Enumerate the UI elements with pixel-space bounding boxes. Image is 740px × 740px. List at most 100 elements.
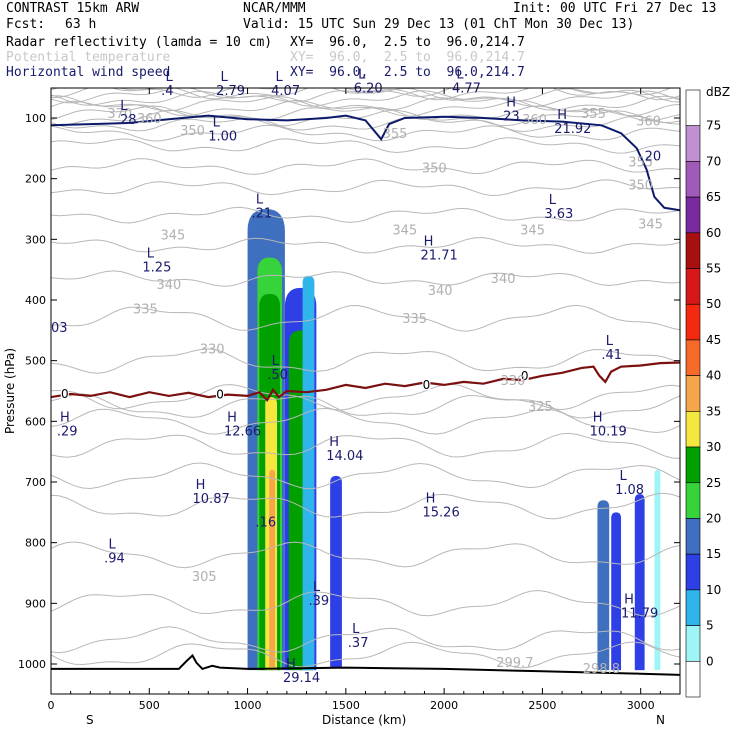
wind-extremum-value-18: 12.66 [224, 424, 261, 439]
isentrope-label-18: 335 [133, 302, 158, 317]
wind-extremum-value-12: 21.71 [421, 248, 458, 263]
colorbar-label-15: 0 [706, 654, 714, 668]
y-tick-label-2: 300 [25, 233, 46, 246]
isentrope-line-9 [51, 383, 680, 411]
freezing-level-layer: 0 0 0 0 [51, 361, 680, 402]
colorbar-swatch-11 [685, 518, 701, 555]
terrain-layer [51, 653, 680, 676]
wind-extremum-letter-5: L [120, 99, 128, 114]
wind-extremum-letter-10: L [256, 192, 264, 207]
init-time: Init: 00 UTC Fri 27 Dec 13 [513, 1, 717, 16]
wind-extremum-letter-3: L [358, 68, 366, 83]
isentrope-line-6 [51, 432, 680, 459]
wind-extremum-letter-11: L [549, 193, 557, 208]
colorbar-swatch-2 [685, 196, 701, 234]
isentrope-label-17: 335 [402, 312, 427, 327]
isentrope-label-23: 299.7 [496, 656, 533, 671]
wind-extremum-value-28: .37 [348, 636, 369, 651]
reflectivity-cell-4 [269, 469, 276, 668]
isentrope-line-8 [51, 393, 680, 419]
terrain-line [51, 653, 680, 676]
reflectivity-cell-11 [634, 494, 645, 671]
wind-extremum-letter-17: H [60, 410, 70, 425]
colorbar-label-2: 65 [706, 190, 721, 204]
wind-extremum-value-29: 29.14 [283, 671, 320, 686]
x-tick-label-6: 3000 [627, 699, 655, 712]
isentrope-label-12: 345 [638, 217, 663, 232]
wind-contour-layer [51, 114, 680, 212]
fcst-label: Fcst: [6, 17, 46, 32]
wind-extremum-letter-2: L [276, 70, 284, 85]
wind-extremum-value-27: 11.79 [621, 606, 658, 621]
colorbar-swatch-1 [685, 161, 701, 198]
colorbar-swatch-5 [685, 303, 701, 341]
colorbar-swatch-7 [685, 375, 701, 412]
center-label: NCAR/MMM [243, 1, 306, 16]
isentrope-line-3 [51, 541, 680, 569]
wind-extremum-value-22: 10.87 [193, 492, 230, 507]
isentrope-label-1: 360 [137, 112, 162, 127]
reflectivity-cell-8 [330, 475, 342, 668]
wind-extremum-value-1: 2.79 [216, 84, 245, 99]
field-coords-wind: XY= 96.0, 2.5 to 96.0,214.7 [290, 65, 525, 80]
wind-extremum-value-2: 4.07 [271, 84, 300, 99]
wind-extremum-value-15: .41 [601, 348, 622, 363]
isentrope-line-1 [51, 626, 680, 654]
colorbar-swatch-13 [685, 589, 701, 626]
wind-extremum-value-17: .29 [57, 424, 78, 439]
reflectivity-cell-9 [597, 500, 610, 671]
isentrope-line-12 [51, 270, 680, 287]
y-tick-label-5: 600 [25, 415, 46, 428]
isentrope-line-2 [51, 589, 680, 617]
wind-extremum-value-11: 3.63 [544, 207, 573, 222]
wind-extremum-value-10: .21 [251, 206, 272, 221]
wind-extremum-letter-12: H [424, 234, 434, 249]
isentrope-label-8: 350 [422, 162, 447, 177]
wind-extremum-letter-18: H [227, 410, 237, 425]
field-name-reflectivity: Radar reflectivity (lamda = 10 cm) [6, 35, 273, 50]
wind-extremum-value-14: 03 [51, 321, 68, 336]
isentrope-label-6: 360 [636, 114, 661, 129]
wind-extremum-value-9: 20 [645, 149, 662, 164]
wind-extremum-letter-15: L [606, 334, 614, 349]
wind-extremum-value-7: 23 [503, 109, 520, 124]
y-tick-label-7: 800 [25, 537, 46, 550]
freezing-label-bg-1 [216, 388, 225, 400]
x-tick-label-5: 2500 [528, 699, 556, 712]
colorbar-label-0: 75 [706, 119, 721, 133]
isentrope-line-15 [51, 179, 680, 197]
isentrope-label-3: 355 [383, 127, 408, 142]
wind-extremum-letter-22: H [196, 478, 206, 493]
wind-extremum-value-16: .50 [267, 368, 288, 383]
fcst-value: 63 h [65, 17, 97, 32]
wind-extremum-value-4: 4.77 [452, 82, 481, 97]
wind-extremum-letter-7: H [506, 95, 516, 110]
colorbar-label-10: 25 [706, 476, 721, 490]
wind-extremum-value-3: 6.20 [354, 82, 383, 97]
freezing-label-bg-2 [422, 378, 431, 390]
freezing-level-label-1: 0 [216, 388, 224, 402]
model-title: CONTRAST 15km ARW [6, 1, 140, 16]
isentrope-label-16: 340 [157, 278, 182, 293]
isentrope-line-0 [51, 641, 680, 669]
field-name-theta: Potential temperature [6, 50, 171, 65]
colorbar-label-3: 60 [706, 226, 721, 240]
wind-extremum-value-24: .16 [255, 515, 276, 530]
isentrope-label-21: 325 [528, 400, 553, 415]
wind-extremum-letter-25: L [108, 538, 116, 553]
x-end-label-south: S [86, 713, 94, 727]
colorbar-label-5: 50 [706, 297, 721, 311]
freezing-label-bg-3 [520, 369, 529, 381]
colorbar-label-12: 15 [706, 547, 721, 561]
isentrope-line-14 [51, 206, 680, 224]
wind-extremum-letter-26: L [313, 580, 321, 595]
axes-layer: 0 500 1000 1500 2000 2500 30001002003004005006… [18, 88, 680, 712]
wind-extremum-value-26: .39 [308, 594, 329, 609]
y-tick-label-6: 700 [25, 476, 46, 489]
wind-extremum-letter-1: L [220, 70, 228, 85]
wind-extremum-letter-27: H [624, 592, 634, 607]
wind-extremum-letter-0: L [165, 70, 173, 85]
wind-extremum-value-19: 10.19 [590, 424, 627, 439]
